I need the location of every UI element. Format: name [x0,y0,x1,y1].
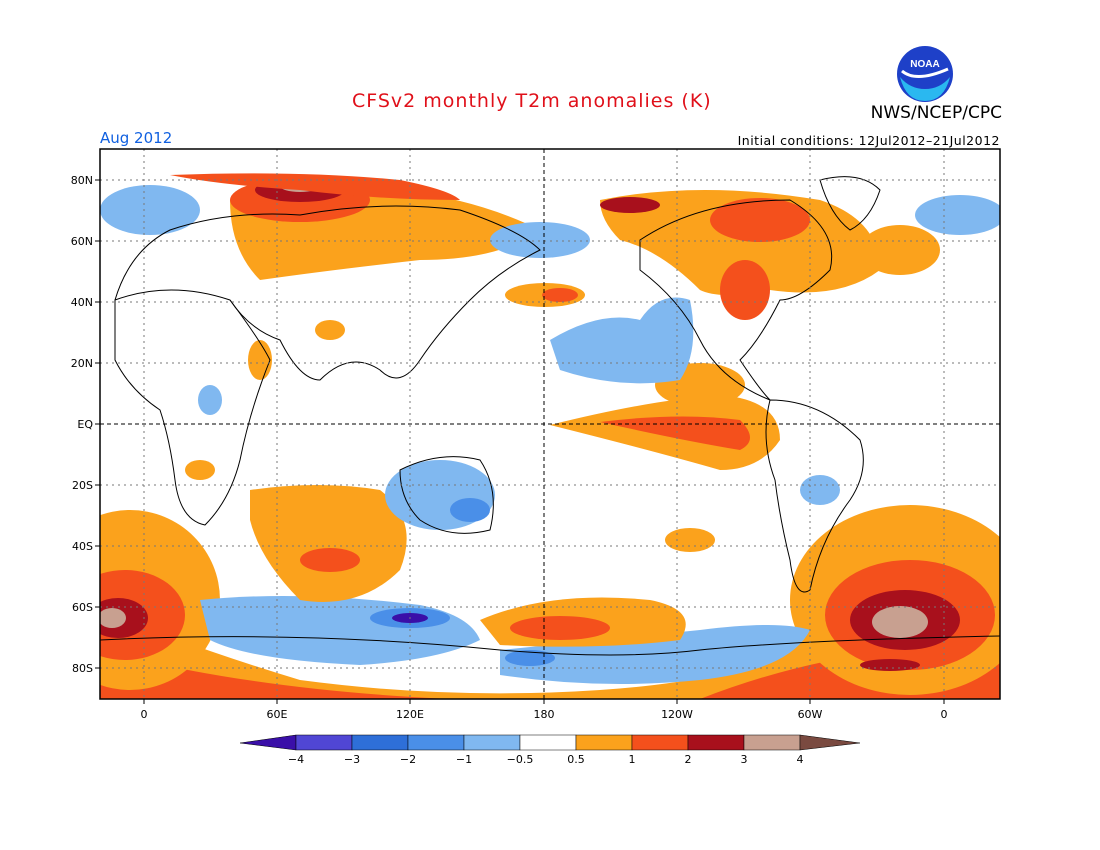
logo-text: NOAA [910,59,939,70]
initial-conditions-label: Initial conditions: 12Jul2012–21Jul2012 [737,133,1000,148]
colorbar-cell [351,734,409,751]
colorbar-cell [239,734,297,751]
lon-label: 60W [798,708,823,721]
colorbar-label: −3 [344,753,360,766]
colorbar-label: −0.5 [507,753,534,766]
colorbar-label: 3 [741,753,748,766]
greenland-outline [819,176,881,231]
lat-label: 60N [71,235,93,248]
north-america-outline [639,199,833,401]
reference-lines [100,149,1000,699]
agency-label: NWS/NCEP/CPC [870,103,1002,123]
colorbar-label: 0.5 [567,753,585,766]
lon-label: 0 [941,708,948,721]
lon-label: 0 [141,708,148,721]
colorbar-cell [631,734,689,751]
latitude-labels: 80N 60N 40N 20N EQ 20S 40S 60S 80S [71,174,94,675]
colorbar-label: −2 [400,753,416,766]
lon-label: 120E [396,708,424,721]
colorbar-cell [519,734,577,751]
noaa-logo: NOAA [897,46,953,102]
colorbar-cell [407,734,465,751]
colorbar-cell [743,734,801,751]
antarctica-outline [100,635,1000,656]
colorbar-cell [463,734,521,751]
colorbar [239,734,861,751]
colorbar-cell [295,734,353,751]
land-outlines [100,176,1000,656]
colorbar-label: 4 [797,753,804,766]
colorbar-cell [575,734,633,751]
colorbar-label: 2 [685,753,692,766]
tick-marks [95,179,945,704]
australia-outline [399,456,494,534]
colorbar-cell [799,734,861,751]
lat-label: 20N [71,357,93,370]
graticule [100,149,1000,699]
lon-label: 60E [267,708,288,721]
lat-label: 80S [72,662,93,675]
map-title: CFSv2 monthly T2m anomalies (K) [352,90,712,112]
lat-label: 40S [72,540,93,553]
lat-label: 80N [71,174,93,187]
eurasia-outline [114,205,541,381]
lon-label: 180 [534,708,555,721]
colorbar-label: 1 [629,753,636,766]
colorbar-labels: −4 −3 −2 −1 −0.5 0.5 1 2 3 4 [288,753,804,766]
colorbar-label: −4 [288,753,304,766]
colorbar-label: −1 [456,753,472,766]
valid-month-label: Aug 2012 [100,129,173,147]
lon-label: 120W [661,708,693,721]
lat-label: EQ [77,418,93,431]
colorbar-cell [687,734,745,751]
lat-label: 40N [71,296,93,309]
lat-label: 60S [72,601,93,614]
south-america-outline [765,399,864,593]
longitude-labels: 0 60E 120E 180 120W 60W 0 [141,708,948,721]
lat-label: 20S [72,479,93,492]
